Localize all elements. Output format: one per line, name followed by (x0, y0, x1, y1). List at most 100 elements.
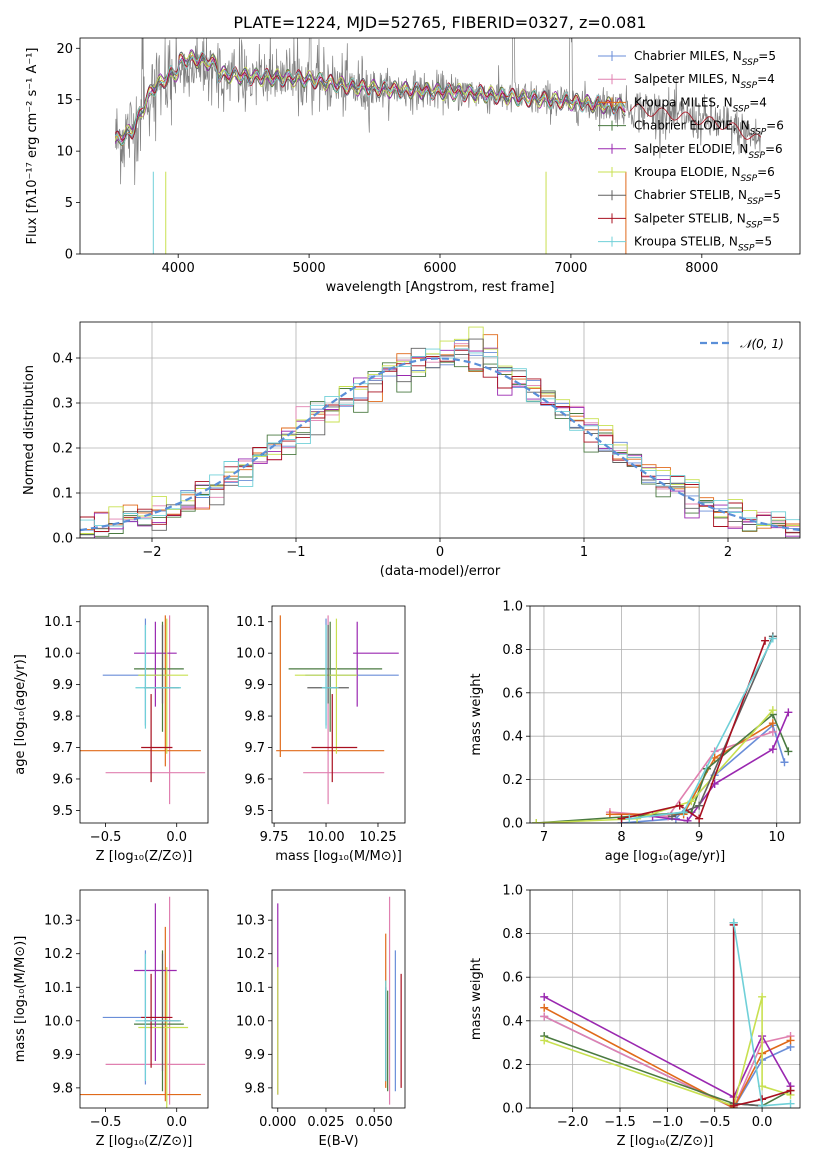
legend-label-end: =6 (765, 142, 783, 156)
mass-weight-marker (695, 801, 704, 810)
y-tick-label: 9.5 (52, 804, 73, 819)
x-tick-label: −2.0 (557, 1115, 589, 1130)
mass-weight-line (543, 1015, 791, 1108)
panel-massweight_vs_age: 7 8 9 10 0.0 0.2 0.4 0.6 0.8 1.0 age [log₁₀(age/yr… (469, 600, 801, 864)
legend-label-main: Kroupa MILES, N (634, 95, 733, 109)
mass-weight-marker (617, 814, 626, 823)
legend-label-sub: SSP (742, 58, 759, 68)
y-tick-label: 0.6 (502, 971, 523, 986)
legend-label-sub: SSP (750, 128, 767, 138)
mass-weight-line (543, 996, 792, 1099)
histogram-series (80, 348, 800, 529)
axes-frame (529, 889, 801, 1109)
plot-area (80, 615, 206, 805)
legend-label-sub: SSP (733, 104, 750, 114)
y-tick-label: 0.4 (502, 730, 523, 745)
legend-label-sub: SSP (748, 151, 765, 161)
x-axis-label: mass [log₁₀(M/M⊙)] (275, 849, 402, 864)
y-tick-label: 9.9 (52, 678, 73, 693)
x-tick-label: −0.5 (90, 1115, 122, 1130)
mass-weight-marker (768, 706, 777, 715)
legend-label-sub: SSP (741, 174, 758, 184)
panel-spectrum: 4000 5000 6000 7000 8000 0 5 10 15 20 wavelength [… (25, 37, 801, 295)
mass-weight-marker (758, 1101, 767, 1108)
y-axis-label: mass weight (469, 958, 484, 1040)
legend-label-main: Kroupa ELODIE, N (634, 165, 741, 179)
y-tick-label: 10.0 (236, 647, 265, 662)
y-tick-label: 0.3 (52, 397, 73, 412)
plot-area (276, 615, 399, 805)
y-tick-label: 5 (65, 196, 73, 211)
y-tick-label: 0.8 (502, 643, 523, 658)
mass-weight-marker (540, 992, 549, 1001)
y-tick-label: 1.0 (502, 600, 523, 615)
y-tick-label: 10.1 (44, 615, 73, 630)
y-tick-label: 10.2 (236, 947, 265, 962)
mass-weight-marker (786, 1036, 795, 1045)
legend-label: Chabrier MILES, NSSP=5 (634, 49, 776, 68)
legend-label-end: =5 (754, 235, 772, 249)
panel-massweight_vs_Z: −2.0 −1.5 −1.0 −0.5 0.0 0.0 0.2 0.4 0.6 0.8 1.0 Z [… (469, 884, 801, 1149)
legend-label: Salpeter ELODIE, NSSP=6 (634, 142, 783, 161)
spectrum-legend: Chabrier MILES, NSSP=5 Salpeter MILES, NS… (598, 49, 784, 254)
axes-frame (271, 889, 406, 1109)
y-tick-label: 9.6 (244, 772, 265, 787)
legend-label-end: =4 (757, 72, 775, 86)
legend-label-sub: SSP (741, 81, 758, 91)
y-tick-label: 15 (56, 93, 73, 108)
y-tick-label: 9.5 (244, 804, 265, 819)
y-axis-label: Flux [fλ10⁻¹⁷ erg cm⁻² s⁻¹ A⁻¹] (25, 48, 40, 245)
observed-spectrum (114, 38, 761, 186)
y-tick-label: 9.7 (52, 741, 73, 756)
x-tick-label: 9 (695, 830, 703, 845)
histogram-series (80, 349, 800, 538)
mass-weight-marker (784, 747, 793, 756)
y-tick-label: 10 (56, 145, 73, 160)
legend-label-end: =5 (758, 49, 776, 63)
panel-age_vs_mass: 9.75 10.00 10.25 9.5 9.6 9.7 9.8 9.9 10.0 10.1 mas… (236, 605, 406, 864)
y-tick-label: 10.0 (44, 647, 73, 662)
mass-weight-marker (675, 801, 684, 810)
legend-label-sub: SSP (747, 197, 764, 207)
legend-label: Salpeter MILES, NSSP=4 (634, 72, 775, 91)
model-fit-line-red (629, 103, 762, 140)
y-tick-label: 0 (65, 248, 73, 263)
y-tick-label: 10.3 (236, 914, 265, 929)
mass-weight-marker (780, 758, 789, 767)
legend-label-main: Chabrier STELIB, N (634, 188, 747, 202)
y-axis-label: mass [log₁₀(M/M⊙)] (13, 936, 28, 1063)
x-tick-label: 8000 (685, 261, 718, 276)
normal-reference-curve (80, 357, 800, 532)
mass-weight-line (621, 640, 766, 820)
y-tick-label: 10.0 (44, 1014, 73, 1029)
legend-label: 𝒩(0, 1) (740, 337, 784, 351)
plot-area (532, 632, 793, 823)
panel-mass_vs_Z: −0.5 0.0 9.8 9.9 10.0 10.1 10.2 10.3 Z [log₁₀(Z/… (13, 889, 209, 1149)
legend-label: Salpeter STELIB, NSSP=5 (634, 211, 780, 230)
legend-label-end: =5 (762, 211, 780, 225)
x-tick-label: 9.75 (260, 830, 289, 845)
legend-label-main: Salpeter ELODIE, N (634, 142, 748, 156)
mass-weight-marker (625, 814, 634, 823)
x-tick-label: 0.000 (259, 1115, 296, 1130)
mass-weight-marker (768, 719, 777, 728)
x-tick-label: −2 (142, 545, 161, 560)
x-tick-label: 0.0 (166, 1115, 187, 1130)
plot-area (80, 326, 800, 538)
axes-frame (79, 321, 801, 539)
legend-label-end: =4 (749, 95, 767, 109)
y-tick-label: 10.1 (236, 981, 265, 996)
y-tick-label: 9.9 (52, 1048, 73, 1063)
y-tick-label: 10.0 (236, 1014, 265, 1029)
model-fit-line (114, 52, 626, 141)
legend-label: Chabrier STELIB, NSSP=5 (634, 188, 781, 207)
x-tick-label: 10.25 (359, 830, 396, 845)
mass-weight-line (732, 924, 791, 1107)
figure-title: PLATE=1224, MJD=52765, FIBERID=0327, z=0… (233, 13, 646, 32)
mass-weight-line (543, 1006, 791, 1108)
plot-area (114, 38, 762, 254)
y-tick-label: 10.1 (236, 615, 265, 630)
mass-weight-marker (784, 708, 793, 717)
axes-frame (79, 37, 801, 255)
x-tick-label: 10 (768, 830, 785, 845)
